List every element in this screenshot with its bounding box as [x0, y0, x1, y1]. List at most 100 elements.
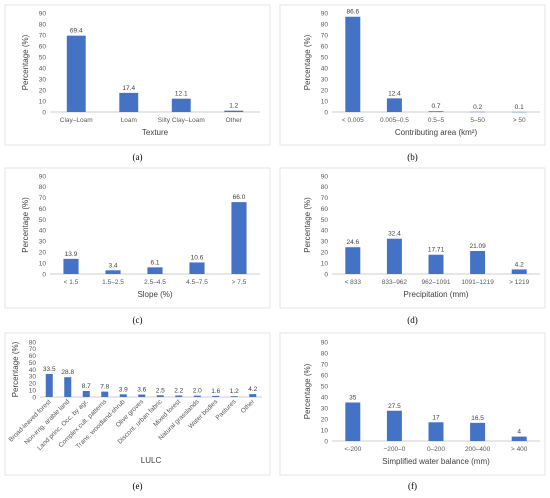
bar-3 [428, 422, 444, 441]
y-axis-title: Percentage (%) [21, 197, 30, 253]
x-tick-label: 1.5–2.5 [102, 279, 124, 286]
data-label: 6.1 [150, 259, 159, 266]
bar-3 [428, 254, 444, 274]
x-tick-label: > 7.5 [232, 279, 247, 286]
data-label: 16.5 [471, 415, 484, 422]
bar-8 [175, 395, 183, 397]
x-tick-label: 200–400 [465, 446, 491, 453]
y-axis-title: Percentage (%) [303, 34, 312, 90]
y-tick-label: 0 [324, 271, 328, 278]
y-tick-label: 70 [29, 346, 37, 353]
x-tick-label: 0.5–5 [428, 117, 445, 124]
y-axis-title: Percentage (%) [21, 34, 30, 90]
data-label: 69.4 [70, 28, 83, 35]
y-tick-label: 50 [321, 383, 329, 390]
bar-1 [66, 35, 86, 112]
y-tick-label: 90 [39, 173, 47, 180]
y-tick-label: 60 [321, 206, 329, 213]
y-tick-label: 90 [321, 173, 329, 180]
x-tick-label: Other [226, 117, 243, 124]
y-tick-label: 70 [39, 195, 47, 202]
data-label: 1.6 [211, 388, 220, 395]
x-tick-label: < 0.005 [342, 117, 364, 124]
y-tick-label: 80 [321, 184, 329, 191]
data-label: 17.4 [122, 85, 135, 92]
y-tick-label: 20 [39, 87, 47, 94]
y-tick-label: 0 [32, 394, 36, 401]
x-tick-label: 0–200 [427, 446, 445, 453]
y-tick-label: 90 [321, 339, 329, 346]
y-tick-label: 60 [321, 43, 329, 50]
data-label: 24.6 [346, 239, 359, 246]
data-label: 12.1 [175, 91, 188, 98]
bar-1 [345, 16, 361, 113]
x-tick-label: Loam [121, 117, 137, 124]
x-tick-label: 833–962 [382, 279, 408, 286]
y-tick-label: 40 [321, 394, 329, 401]
data-label: 27.5 [388, 403, 401, 410]
bar-2 [105, 270, 121, 274]
y-tick-label: 0 [324, 109, 328, 116]
data-label: 2.0 [193, 388, 202, 395]
bar-5 [119, 394, 127, 397]
bar-4 [101, 391, 109, 397]
x-axis-title: Texture [142, 128, 169, 137]
chart-panel-c: 0 10 20 30 40 50 60 70 80 90 Percentage (%) 13.9 < 1… [4, 167, 271, 325]
bar-2 [386, 410, 402, 441]
x-axis-title: Slope (%) [137, 290, 172, 299]
bar-3 [82, 391, 90, 397]
y-tick-label: 30 [39, 76, 47, 83]
chart-frame [279, 167, 546, 309]
bar-3 [428, 111, 444, 112]
bar-5 [231, 202, 247, 274]
x-tick-label: < 833 [345, 279, 362, 286]
panel-tag: (e) [133, 481, 143, 491]
x-tick-label: Clay–Loam [60, 117, 93, 124]
y-tick-label: 80 [321, 21, 329, 28]
x-axis-title: Simplified water balance (mm) [382, 457, 490, 466]
data-label: 0.2 [473, 104, 482, 111]
chart-panel-a: 0 10 20 30 40 50 60 70 80 90 Percentage (%) 69.4 Cla… [4, 4, 271, 162]
bar-7 [156, 395, 164, 397]
data-label: 12.4 [388, 90, 401, 97]
x-tick-label: > 50 [513, 117, 526, 124]
y-axis-title: Percentage (%) [11, 341, 20, 397]
data-label: 0.1 [515, 104, 524, 111]
y-tick-label: 40 [321, 228, 329, 235]
bar-6 [138, 394, 146, 397]
y-tick-label: 30 [29, 374, 37, 381]
x-tick-label: 2.5–4.5 [144, 279, 166, 286]
x-tick-label: 4.5–7.5 [186, 279, 208, 286]
y-tick-label: 60 [39, 206, 47, 213]
y-axis-title: Percentage (%) [303, 363, 312, 419]
y-axis-title: Percentage (%) [303, 197, 312, 253]
y-tick-label: 50 [29, 360, 37, 367]
y-tick-label: 50 [321, 54, 329, 61]
bar-4 [470, 251, 486, 274]
y-tick-label: 10 [39, 260, 47, 267]
y-tick-label: 20 [321, 250, 329, 257]
y-tick-label: 30 [321, 239, 329, 246]
x-tick-label: Silty Clay–Loam [158, 117, 205, 124]
y-tick-label: 60 [321, 372, 329, 379]
x-tick-label: < 1.5 [64, 279, 79, 286]
y-tick-label: 20 [321, 416, 329, 423]
data-label: 4.2 [248, 386, 257, 393]
chart-frame [4, 167, 271, 309]
data-label: 35 [349, 395, 357, 402]
bar-11 [230, 396, 238, 397]
bar-2 [119, 92, 139, 112]
y-tick-label: 40 [29, 367, 37, 374]
y-tick-label: 0 [42, 271, 46, 278]
panel-tag: (f) [408, 481, 417, 491]
bar-2 [64, 377, 72, 397]
data-label: 13.9 [65, 251, 78, 258]
panel-tag: (c) [133, 315, 143, 325]
bar-12 [249, 394, 257, 397]
x-tick-label: > 400 [511, 446, 528, 453]
data-label: 1.2 [230, 388, 239, 395]
x-tick-label: −200–0 [383, 446, 405, 453]
y-tick-label: 40 [39, 228, 47, 235]
